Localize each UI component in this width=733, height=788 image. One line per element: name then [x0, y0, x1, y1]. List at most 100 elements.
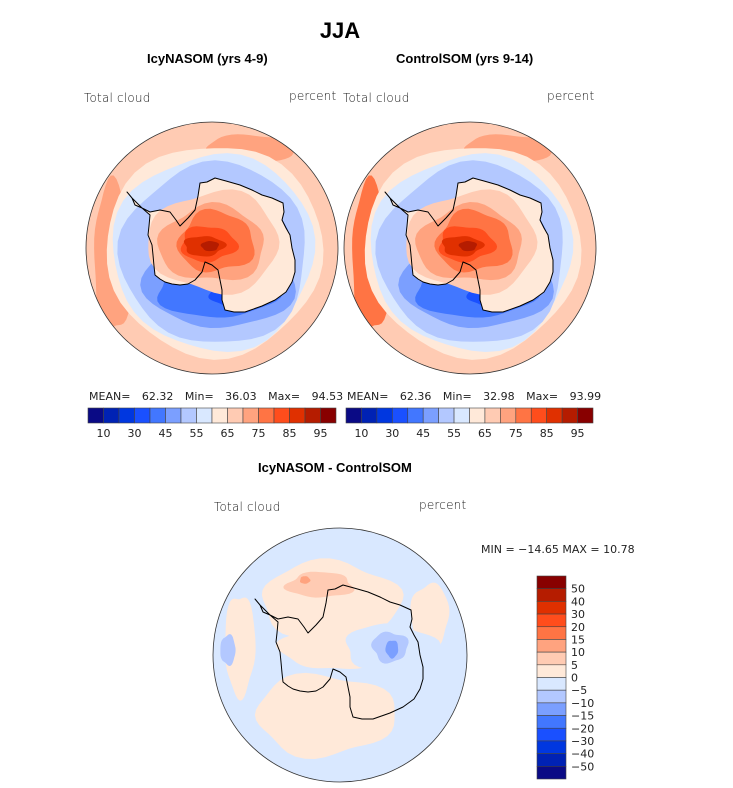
colorbar-box: [536, 753, 567, 767]
colorbar-box: [227, 407, 244, 424]
weddell-max: [300, 576, 311, 584]
colorbar-box: [536, 639, 567, 653]
panel1-mean-label: MEAN=: [89, 390, 131, 403]
colorbar-box: [546, 407, 563, 424]
colorbar-box: [149, 407, 166, 424]
colorbar-tick-label: 50: [571, 583, 585, 596]
panel2-mean-label: MEAN=: [347, 390, 389, 403]
colorbar-tick-label: −10: [571, 697, 594, 710]
colorbar-box: [304, 407, 321, 424]
plateau-max: [200, 241, 219, 252]
colorbar-tick-label: 55: [190, 427, 204, 440]
colorbar-tick-label: 65: [221, 427, 235, 440]
colorbar-tick-label: −50: [571, 760, 594, 773]
colorbar-tick-label: 30: [385, 427, 399, 440]
colorbar-tick-label: 20: [571, 621, 585, 634]
colorbar-box: [536, 613, 567, 628]
colorbar-tick-label: 75: [252, 427, 266, 440]
colorbar-box: [536, 702, 567, 716]
colorbar-tick-label: −40: [571, 748, 594, 761]
map-field: [86, 122, 338, 374]
map-field: [213, 528, 467, 782]
colorbar-box: [536, 727, 567, 742]
colorbar-box: [500, 407, 517, 424]
colorbar-box: [258, 407, 275, 424]
panel1-map: [85, 121, 339, 375]
colorbar-box: [407, 407, 424, 424]
colorbar-tick-label: 10: [97, 427, 111, 440]
colorbar-tick-label: 45: [159, 427, 173, 440]
colorbar-box: [180, 407, 197, 424]
colorbar-box: [577, 407, 594, 424]
antarctica-coastline: [384, 177, 554, 313]
west-ocean-negative: [220, 634, 236, 666]
colorbar-box: [536, 664, 567, 678]
panel2-mean-value: 62.36: [399, 390, 432, 403]
colorbar-tick-label: 0: [571, 672, 578, 685]
panel1-units-label: percent: [289, 89, 337, 103]
panel1-min-label: Min=: [184, 390, 214, 403]
panel3-variable-label: Total cloud: [214, 500, 281, 514]
panel2-min-value: 32.98: [483, 390, 515, 403]
colorbar-tick-label: −15: [571, 710, 594, 723]
map-border: [85, 121, 339, 375]
map-border: [212, 527, 468, 783]
colorbar-box: [273, 407, 290, 424]
positive-region: [410, 582, 450, 649]
panel1-stats: MEAN= 62.32 Min= 36.03 Max= 94.53: [89, 390, 343, 403]
figure-title: JJA: [319, 18, 361, 43]
panel2-max-value: 93.99: [569, 390, 602, 403]
colorbar-box: [289, 407, 306, 424]
colorbar-box: [536, 766, 567, 780]
colorbar-tick-label: 75: [509, 427, 523, 440]
colorbar-box: [196, 407, 213, 424]
panel2-map: [343, 121, 597, 375]
colorbar-tick-label: 95: [314, 427, 328, 440]
colorbar-box: [103, 407, 120, 424]
map-field: [344, 122, 596, 374]
panel1-variable-label: Total cloud: [84, 91, 151, 105]
panel1-max-label: Max=: [268, 390, 301, 403]
colorbar-box: [536, 626, 567, 640]
colorbar-box: [118, 407, 135, 424]
antarctica-coastline: [254, 584, 424, 720]
colorbar-box: [376, 407, 393, 424]
colorbar-box: [536, 715, 567, 729]
colorbar-box: [536, 601, 567, 615]
panel2-title: ControlSOM (yrs 9-14): [396, 51, 534, 66]
colorbar-tick-label: 45: [416, 427, 430, 440]
colorbar-box: [536, 689, 567, 704]
colorbar-box: [345, 407, 362, 424]
panel2-colorbar: 10 30 45 55 65 75 85 95: [345, 407, 594, 440]
colorbar-box: [453, 407, 470, 424]
colorbar-tick-label: 5: [571, 659, 578, 672]
panel2-max-label: Max=: [526, 390, 559, 403]
panel3-title: IcyNASOM - ControlSOM: [258, 460, 412, 475]
colorbar-box: [392, 407, 409, 424]
colorbar-tick-label: 10: [354, 427, 368, 440]
panel1-title: IcyNASOM (yrs 4-9): [147, 51, 268, 66]
colorbar-box: [515, 407, 532, 424]
colorbar-box: [361, 407, 378, 424]
colorbar-box: [87, 407, 104, 424]
colorbar-tick-label: 85: [283, 427, 297, 440]
panel1-mean-value: 62.32: [141, 390, 174, 403]
colorbar-box: [134, 407, 151, 424]
map-border: [343, 121, 597, 375]
panel2-stats: MEAN= 62.36 Min= 32.98 Max= 93.99: [347, 390, 601, 403]
colorbar-box: [320, 407, 337, 424]
colorbar-box: [536, 740, 567, 754]
colorbar-box: [165, 407, 182, 424]
plateau-max: [458, 241, 477, 252]
colorbar-tick-label: 40: [571, 595, 585, 608]
colorbar-tick-label: −20: [571, 722, 594, 735]
colorbar-box: [536, 575, 567, 589]
colorbar-box: [561, 407, 578, 424]
colorbar-box: [422, 407, 439, 424]
panel3-stats: MIN = −14.65 MAX = 10.78: [481, 543, 635, 556]
colorbar-box: [469, 407, 486, 424]
colorbar-tick-label: 15: [571, 633, 585, 646]
colorbar-box: [536, 677, 567, 691]
